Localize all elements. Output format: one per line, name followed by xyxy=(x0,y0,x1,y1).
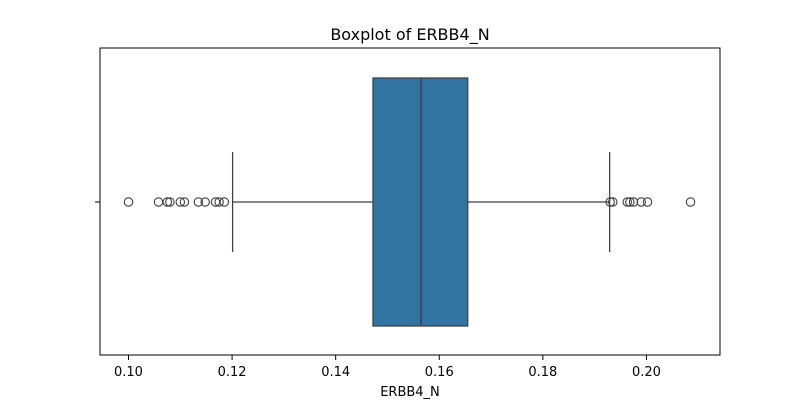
x-tick-label: 0.20 xyxy=(632,365,661,380)
outlier-point xyxy=(219,197,230,207)
x-axis-label: ERBB4_N xyxy=(380,385,440,400)
outlier-point xyxy=(175,197,186,207)
x-tick-label: 0.14 xyxy=(321,365,350,380)
outlier-point xyxy=(628,197,639,207)
iqr-box xyxy=(372,77,469,327)
x-tick-label: 0.16 xyxy=(425,365,454,380)
outlier-point xyxy=(685,197,696,207)
outlier-point xyxy=(193,197,204,207)
chart-title: Boxplot of ERBB4_N xyxy=(330,25,489,45)
outlier-point xyxy=(605,197,615,207)
x-tick-label: 0.12 xyxy=(218,365,247,380)
box-series xyxy=(123,77,696,327)
outlier-point xyxy=(162,197,173,207)
outlier-point xyxy=(165,197,175,207)
outlier-point xyxy=(622,197,633,207)
outlier-point xyxy=(608,197,618,207)
outlier-point xyxy=(636,197,647,207)
outlier-point xyxy=(214,197,224,207)
x-axis: 0.10 0.12 0.14 0.16 0.18 0.20 xyxy=(114,355,661,380)
outlier-point xyxy=(625,197,635,207)
outlier-point xyxy=(200,197,210,207)
outlier-point xyxy=(123,197,134,207)
x-tick-label: 0.10 xyxy=(114,365,143,380)
x-tick-label: 0.18 xyxy=(528,365,557,380)
outlier-point xyxy=(642,197,653,207)
outlier-point xyxy=(179,197,190,207)
outlier-point xyxy=(153,197,164,207)
